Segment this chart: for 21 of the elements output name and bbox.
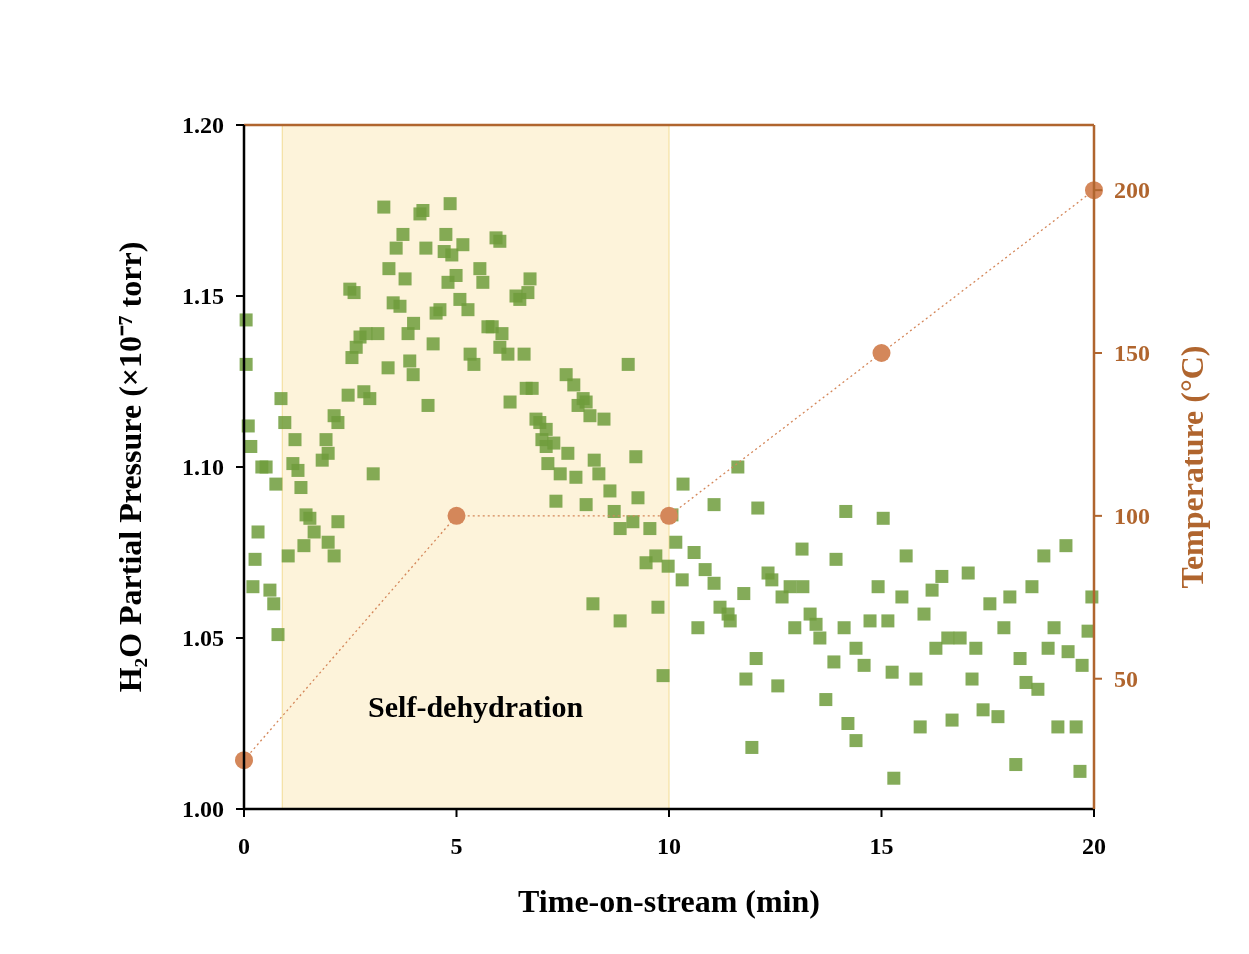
x-tick-label: 0 — [238, 833, 250, 859]
point — [447, 506, 466, 525]
y2-tick-label: 200 — [1114, 177, 1150, 204]
x-tick-label: 10 — [657, 833, 681, 859]
band-label: Self-dehydration — [368, 689, 584, 723]
y-tick-label: 1.20 — [182, 112, 224, 138]
y2-tick-label: 50 — [1114, 665, 1138, 692]
x-tick-label: 15 — [869, 833, 894, 859]
x-tick-label: 20 — [1082, 833, 1106, 859]
x-tick-label: 5 — [450, 833, 463, 859]
y-tick-label: 1.00 — [182, 796, 224, 822]
y2-tick-label: 150 — [1114, 340, 1150, 366]
x-axis-title: Time-on-stream (min) — [518, 883, 820, 919]
y2-tick-label: 100 — [1114, 502, 1150, 529]
y-axis-title: H₂O Partial Pressure (×10⁻⁷ torr) — [112, 241, 148, 693]
y-tick-label: 1.15 — [182, 283, 224, 309]
y2-axis-title: Temperature (°C) — [1174, 345, 1210, 589]
y-tick-label: 1.10 — [182, 454, 224, 480]
point — [872, 344, 891, 362]
point — [660, 506, 678, 525]
y-tick-label: 1.05 — [182, 625, 224, 651]
